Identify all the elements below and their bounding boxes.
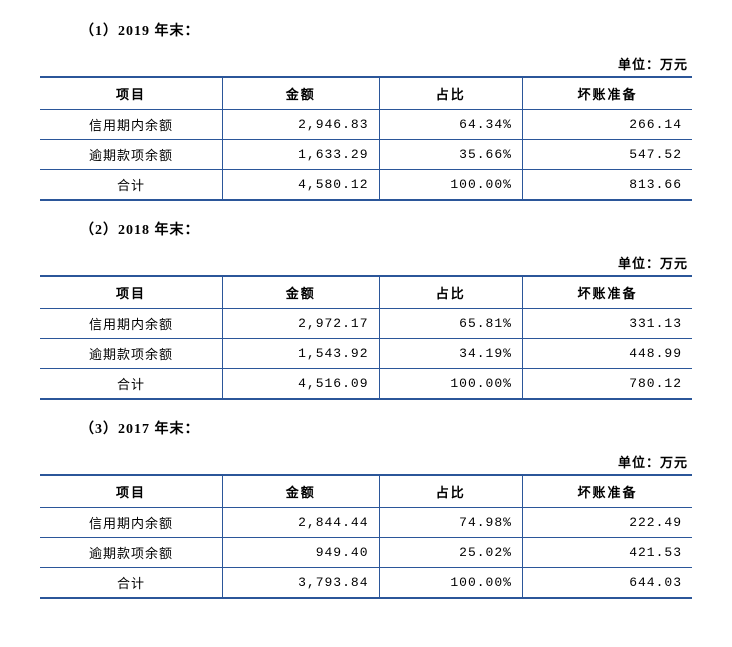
table-row: 逾期款项余额949.4025.02%421.53	[40, 538, 692, 568]
row-label: 合计	[40, 170, 223, 201]
header-item: 项目	[40, 475, 223, 508]
cell-amount: 949.40	[223, 538, 379, 568]
unit-label: 单位：万元	[40, 54, 692, 73]
row-label: 逾期款项余额	[40, 339, 223, 369]
table-row: 合计3,793.84100.00%644.03	[40, 568, 692, 599]
header-provision: 坏账准备	[522, 77, 692, 110]
cell-ratio: 65.81%	[379, 309, 522, 339]
cell-amount: 3,793.84	[223, 568, 379, 599]
cell-provision: 421.53	[522, 538, 692, 568]
header-item: 项目	[40, 276, 223, 309]
cell-ratio: 25.02%	[379, 538, 522, 568]
data-table: 项目金额占比坏账准备信用期内余额2,844.4474.98%222.49逾期款项…	[40, 474, 692, 599]
cell-amount: 4,516.09	[223, 369, 379, 400]
row-label: 合计	[40, 369, 223, 400]
unit-label: 单位：万元	[40, 452, 692, 471]
table-row: 逾期款项余额1,543.9234.19%448.99	[40, 339, 692, 369]
cell-amount: 4,580.12	[223, 170, 379, 201]
header-item: 项目	[40, 77, 223, 110]
section-title: （3）2017 年末：	[80, 418, 692, 438]
cell-ratio: 35.66%	[379, 140, 522, 170]
data-table: 项目金额占比坏账准备信用期内余额2,972.1765.81%331.13逾期款项…	[40, 275, 692, 400]
header-amount: 金额	[223, 276, 379, 309]
table-row: 信用期内余额2,844.4474.98%222.49	[40, 508, 692, 538]
cell-ratio: 74.98%	[379, 508, 522, 538]
cell-ratio: 100.00%	[379, 170, 522, 201]
header-ratio: 占比	[379, 276, 522, 309]
row-label: 信用期内余额	[40, 508, 223, 538]
header-provision: 坏账准备	[522, 475, 692, 508]
cell-provision: 644.03	[522, 568, 692, 599]
cell-provision: 448.99	[522, 339, 692, 369]
section-title: （1）2019 年末：	[80, 20, 692, 40]
cell-ratio: 34.19%	[379, 339, 522, 369]
section-title: （2）2018 年末：	[80, 219, 692, 239]
row-label: 信用期内余额	[40, 309, 223, 339]
cell-amount: 1,633.29	[223, 140, 379, 170]
header-amount: 金额	[223, 77, 379, 110]
header-provision: 坏账准备	[522, 276, 692, 309]
cell-amount: 2,946.83	[223, 110, 379, 140]
cell-provision: 331.13	[522, 309, 692, 339]
cell-ratio: 100.00%	[379, 568, 522, 599]
unit-label: 单位：万元	[40, 253, 692, 272]
cell-provision: 266.14	[522, 110, 692, 140]
cell-amount: 1,543.92	[223, 339, 379, 369]
section-1: （2）2018 年末：单位：万元项目金额占比坏账准备信用期内余额2,972.17…	[40, 219, 692, 400]
table-row: 信用期内余额2,946.8364.34%266.14	[40, 110, 692, 140]
cell-amount: 2,972.17	[223, 309, 379, 339]
cell-provision: 813.66	[522, 170, 692, 201]
cell-provision: 222.49	[522, 508, 692, 538]
cell-ratio: 100.00%	[379, 369, 522, 400]
row-label: 逾期款项余额	[40, 140, 223, 170]
section-0: （1）2019 年末：单位：万元项目金额占比坏账准备信用期内余额2,946.83…	[40, 20, 692, 201]
table-row: 信用期内余额2,972.1765.81%331.13	[40, 309, 692, 339]
row-label: 信用期内余额	[40, 110, 223, 140]
header-ratio: 占比	[379, 77, 522, 110]
table-row: 合计4,516.09100.00%780.12	[40, 369, 692, 400]
header-amount: 金额	[223, 475, 379, 508]
cell-provision: 780.12	[522, 369, 692, 400]
cell-amount: 2,844.44	[223, 508, 379, 538]
section-2: （3）2017 年末：单位：万元项目金额占比坏账准备信用期内余额2,844.44…	[40, 418, 692, 599]
row-label: 逾期款项余额	[40, 538, 223, 568]
cell-provision: 547.52	[522, 140, 692, 170]
table-row: 逾期款项余额1,633.2935.66%547.52	[40, 140, 692, 170]
cell-ratio: 64.34%	[379, 110, 522, 140]
header-ratio: 占比	[379, 475, 522, 508]
data-table: 项目金额占比坏账准备信用期内余额2,946.8364.34%266.14逾期款项…	[40, 76, 692, 201]
table-row: 合计4,580.12100.00%813.66	[40, 170, 692, 201]
row-label: 合计	[40, 568, 223, 599]
